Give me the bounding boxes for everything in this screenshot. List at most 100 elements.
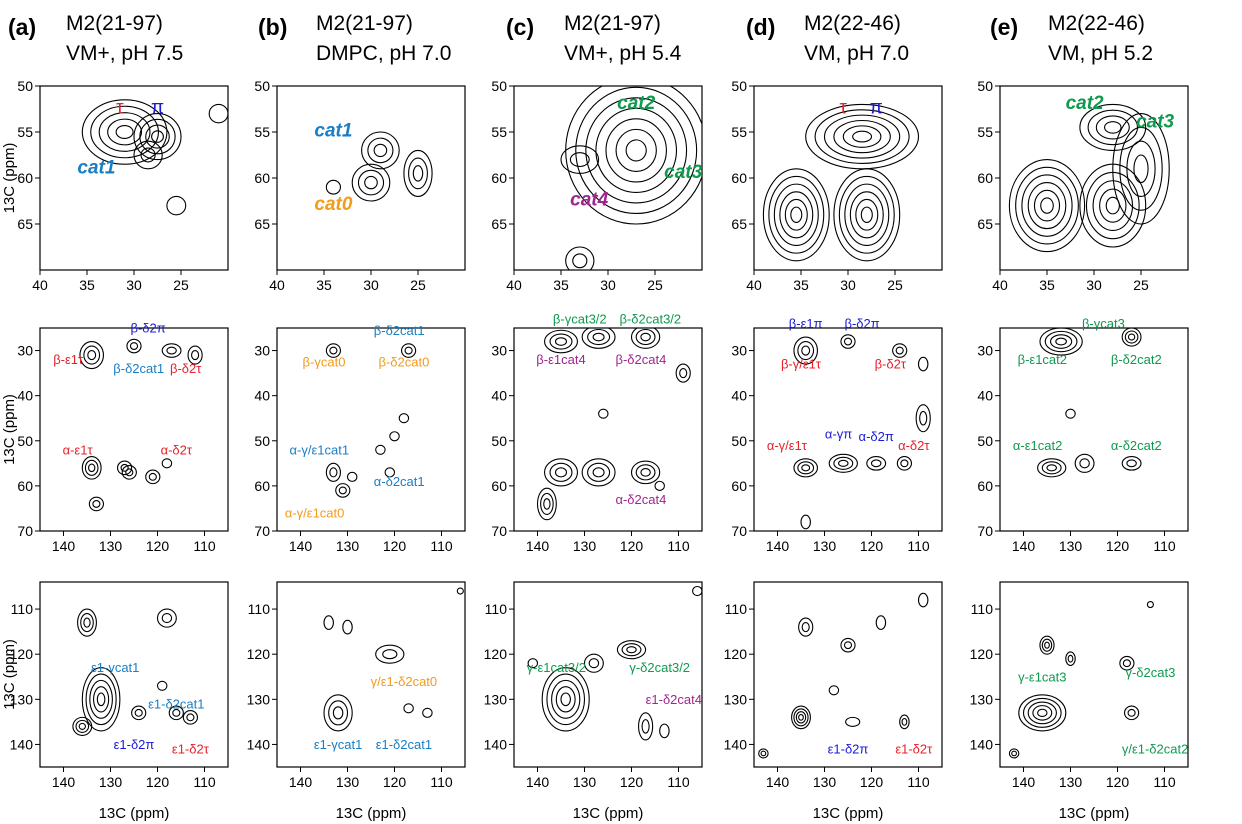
contour-line [828,453,858,473]
contour-line [88,496,104,512]
contour-line [375,444,386,455]
contour-line [797,461,815,475]
contour-line [762,168,830,262]
contour-line [895,346,904,355]
contour-line [1119,655,1135,671]
contour-line [172,708,181,717]
contour-line [126,338,142,354]
contour-line [828,685,840,696]
contour-line [1041,638,1053,652]
contour-line [1040,197,1054,214]
contour-line [1085,171,1140,240]
contour-line [328,700,349,726]
x-tick-label: 25 [887,277,903,293]
contour-line [659,723,670,739]
panel-letter: (c) [506,14,535,40]
y-tick-label: 70 [491,523,507,539]
peak-annotation: β-δ2cat1 [113,361,164,376]
contour-line [917,356,929,372]
peak-annotation: ε1-δ2cat1 [148,696,204,711]
peak-annotation: γ-ε1cat3 [1018,669,1066,684]
contour-line [587,328,611,346]
peak-annotation: α-γπ [825,427,852,442]
x-tick-label: 140 [1012,774,1036,790]
contour-line [838,175,895,254]
contour-line [844,183,890,247]
contour-line [342,619,353,635]
y-tick-label: 50 [731,433,747,449]
y-tick-label: 60 [977,478,993,494]
contour-line [549,462,573,482]
contour-line [338,486,347,495]
y-tick-label: 55 [731,124,747,140]
y-tick-label: 110 [11,601,34,617]
contour-line [798,713,804,721]
contour-line [456,587,464,595]
peak-annotation: β-δ2τ [875,357,907,372]
x-tick-label: 140 [526,538,550,554]
contour-line [801,622,810,633]
contour-line [798,617,814,637]
peak-annotation: β-δ2cat3/2 [619,311,681,326]
contour-line [1027,182,1067,230]
contour-line [793,708,809,727]
contour-line [630,328,661,349]
peak-annotation: γ/ε1-δ2cat2 [1122,741,1189,756]
contour-line [845,716,861,727]
x-tick-label: 30 [363,277,379,293]
x-axis-label: 13C (ppm) [813,805,884,822]
contour-line [840,334,856,349]
peak-annotation: cat4 [570,190,608,211]
contour-line [779,191,814,239]
x-tick-label: 25 [647,277,663,293]
contour-line [148,472,157,481]
contour-line [833,168,901,262]
contour-line [784,198,808,231]
contour-line [161,343,182,358]
y-tick-label: 70 [731,523,747,539]
contour-line [635,328,656,346]
contour-line [367,137,394,164]
x-tick-label: 120 [860,774,884,790]
contour-line [1124,330,1139,344]
contour-line [1119,126,1163,211]
contour-line [1044,641,1050,649]
panel-letter: (a) [8,14,37,40]
contour-line [186,713,195,722]
y-tick-label: 40 [977,388,993,404]
x-tick-label: 40 [506,277,522,293]
contour-line [892,343,908,358]
x-tick-label: 140 [52,774,76,790]
contour-line [1046,464,1057,472]
spectrum-panel: 40 35 30 25 50 55 60 65 τ π cat1 [17,78,229,293]
contour-line [168,705,184,721]
peak-annotation: α-δ2τ [161,442,193,457]
contour-line [351,163,391,202]
peak-annotation: τ [116,98,124,119]
peak-annotation: β-δ2cat0 [378,354,429,369]
contour-line [917,592,929,608]
contour-line [760,750,767,757]
plot-frame [276,581,466,768]
contour-line [85,673,117,726]
y-tick-label: 110 [971,601,994,617]
peak-annotation: β-ε1cat4 [536,352,585,367]
contour-line [569,152,590,168]
contour-line [87,350,97,361]
x-tick-label: 40 [992,277,1008,293]
spectrum-panel: 140 130 120 110 30 40 50 60 70 β-γcat3/2 β-δ2cat3/… [491,311,703,554]
contour-line [1112,113,1170,225]
sample-title: M2(21-97) [66,12,163,35]
plot-frame [999,327,1189,532]
y-tick-label: 40 [731,388,747,404]
contour-line [814,109,910,164]
spectrum-panel: 140 130 120 110 110 120 130 140 γ/ε1-δ2cat0 ε1-γc… [247,581,466,790]
contour-line [773,183,819,247]
y-tick-label: 60 [491,170,507,186]
contour-group [1037,328,1142,478]
peak-annotation: cat2 [1066,93,1104,114]
contour-line [621,643,642,657]
contour-line [615,128,657,172]
contour-line [332,706,344,720]
y-tick-label: 60 [254,170,270,186]
